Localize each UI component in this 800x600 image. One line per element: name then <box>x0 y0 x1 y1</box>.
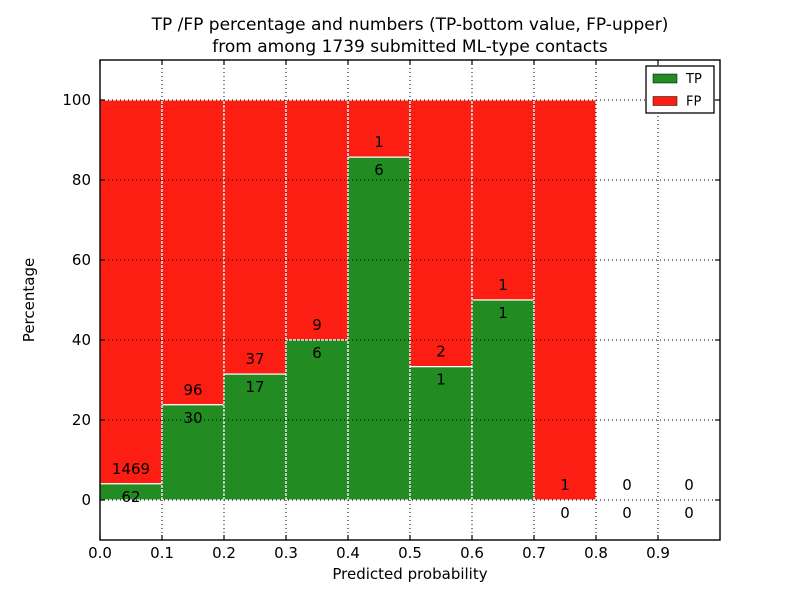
x-tick-label: 0.7 <box>522 544 546 562</box>
fp-count-label: 1 <box>560 476 570 494</box>
x-tick-label: 0.4 <box>336 544 360 562</box>
legend-label-tp: TP <box>685 72 702 87</box>
tp-bar <box>347 156 411 501</box>
fp-bar <box>99 99 163 485</box>
x-tick-label: 0.2 <box>212 544 236 562</box>
fp-count-label: 9 <box>312 316 322 334</box>
fp-bar <box>471 99 535 301</box>
x-tick-label: 0.5 <box>398 544 422 562</box>
fp-count-label: 96 <box>183 381 202 399</box>
fp-count-label: 37 <box>245 350 264 368</box>
chart-title-line-1: TP /FP percentage and numbers (TP-bottom… <box>151 15 669 35</box>
fp-count-label: 0 <box>684 476 694 494</box>
y-tick-label: 60 <box>72 251 91 269</box>
fp-bar <box>533 99 597 501</box>
tp-count-label: 1 <box>498 304 508 322</box>
tp-count-label: 6 <box>312 344 322 362</box>
tp-count-label: 0 <box>622 504 632 522</box>
fp-count-label: 2 <box>436 343 446 361</box>
tp-count-label: 30 <box>183 409 202 427</box>
y-tick-labels: 0 20 40 60 80 100 <box>62 91 91 509</box>
tp-bar <box>223 373 287 501</box>
y-tick-label: 20 <box>72 411 91 429</box>
legend-label-fp: FP <box>686 95 701 110</box>
tp-count-label: 62 <box>121 488 140 506</box>
tp-count-label: 0 <box>560 504 570 522</box>
y-axis-label: Percentage <box>20 258 38 342</box>
x-tick-label: 0.1 <box>150 544 174 562</box>
fp-bar <box>223 99 287 375</box>
tp-legend-swatch <box>652 73 678 84</box>
chart-title-line-2: from among 1739 submitted ML-type contac… <box>212 37 608 57</box>
fp-bar <box>285 99 349 341</box>
y-tick-label: 100 <box>62 91 91 109</box>
tp-count-label: 0 <box>684 504 694 522</box>
tp-bar <box>409 366 473 501</box>
tp-bar <box>471 299 535 501</box>
legend-box <box>645 65 715 114</box>
x-tick-label: 0.8 <box>584 544 608 562</box>
fp-count-label: 1 <box>374 133 384 151</box>
x-tick-label: 0.9 <box>646 544 670 562</box>
fp-bar <box>409 99 473 368</box>
y-tick-label: 80 <box>72 171 91 189</box>
x-tick-labels: 0.0 0.1 0.2 0.3 0.4 0.5 0.6 0.7 0.8 0.9 <box>88 544 670 562</box>
fp-count-label: 1 <box>498 276 508 294</box>
tick-marks <box>99 60 720 540</box>
tp-count-label: 17 <box>245 378 264 396</box>
x-tick-label: 0.0 <box>88 544 112 562</box>
fp-bar <box>161 99 225 406</box>
x-tick-label: 0.6 <box>460 544 484 562</box>
legend: TP FP <box>645 65 715 114</box>
fp-bar <box>347 99 411 158</box>
y-tick-label: 40 <box>72 331 91 349</box>
x-tick-label: 0.3 <box>274 544 298 562</box>
bars-group <box>99 99 597 501</box>
x-axis-label: Predicted probability <box>332 565 487 583</box>
fp-legend-swatch <box>652 96 678 106</box>
tp-count-label: 6 <box>374 161 384 179</box>
fp-count-label: 1469 <box>112 460 150 478</box>
fp-count-label: 0 <box>622 476 632 494</box>
tp-count-label: 1 <box>436 371 446 389</box>
y-tick-label: 0 <box>81 491 91 509</box>
